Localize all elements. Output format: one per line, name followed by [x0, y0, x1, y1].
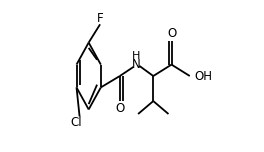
- Text: Cl: Cl: [70, 116, 82, 129]
- Text: H: H: [132, 51, 141, 61]
- Text: F: F: [97, 12, 103, 25]
- Text: O: O: [167, 27, 176, 40]
- Text: N: N: [132, 58, 141, 71]
- Text: O: O: [115, 102, 124, 116]
- Text: OH: OH: [194, 69, 212, 83]
